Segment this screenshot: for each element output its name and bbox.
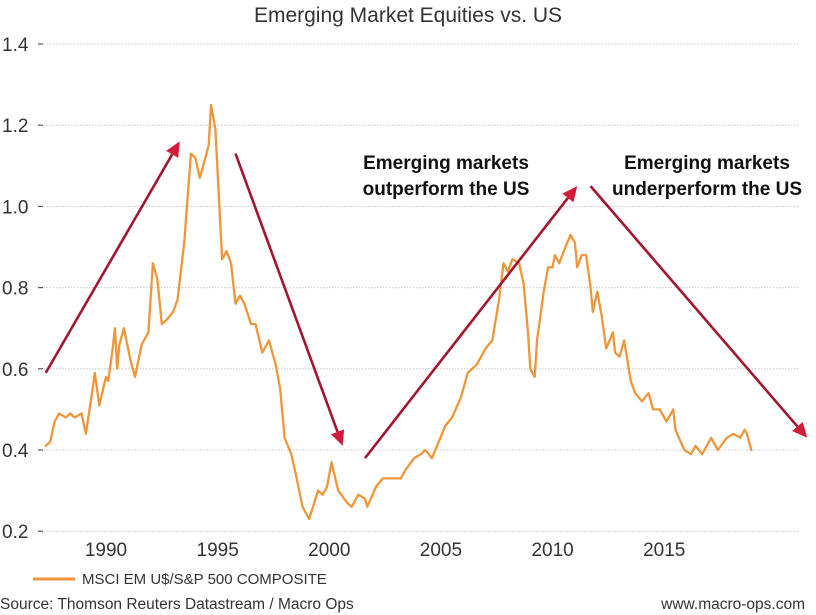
trend-arrow-down [234, 153, 345, 446]
trend-arrow-up [364, 186, 578, 459]
y-tick-label: 0.4 [2, 441, 29, 462]
annotation-underperform-line1: Emerging markets [624, 153, 790, 174]
arrow-head [792, 421, 808, 438]
y-tick-label: 0.6 [2, 360, 28, 381]
arrow-shaft [234, 153, 339, 433]
gridlines [44, 43, 798, 532]
annotation-outperform-line1: Emerging markets [363, 153, 529, 174]
legend-label: MSCI EM U$/S&P 500 COMPOSITE [82, 571, 327, 588]
y-axis: 1.4 1.2 1.0 0.8 0.6 0.4 0.2 [2, 35, 43, 543]
y-tick-label: 1.4 [2, 35, 29, 56]
x-tick-label: 2010 [531, 540, 573, 561]
x-tick-label: 2000 [308, 540, 350, 561]
arrow-shaft [589, 185, 799, 428]
x-tick-label: 2015 [643, 540, 685, 561]
annotation-outperform: Emerging markets outperform the US [363, 153, 530, 200]
chart-title: Emerging Market Equities vs. US [254, 4, 562, 27]
x-tick-label: 2005 [420, 540, 462, 561]
arrow-shaft [44, 153, 174, 374]
source-note: Source: Thomson Reuters Datastream / Mac… [0, 596, 354, 613]
legend: MSCI EM U$/S&P 500 COMPOSITE [33, 571, 327, 588]
y-tick-label: 0.2 [2, 522, 28, 543]
trend-arrow-up [44, 141, 180, 374]
y-tick-label: 1.2 [2, 116, 28, 137]
x-tick-label: 1990 [85, 540, 127, 561]
series-line [44, 103, 753, 521]
arrow-head [562, 186, 578, 203]
arrow-head [331, 429, 345, 446]
series-layer [44, 103, 753, 521]
annotation-outperform-line2: outperform the US [363, 179, 530, 200]
x-axis: 1990 1995 2000 2005 2010 2015 [85, 540, 686, 561]
y-tick-label: 0.8 [2, 279, 28, 300]
trend-arrow-down [589, 185, 808, 438]
arrow-head [166, 141, 180, 158]
website-link[interactable]: www.macro-ops.com [660, 596, 805, 613]
x-tick-label: 1995 [197, 540, 239, 561]
y-tick-label: 1.0 [2, 197, 28, 218]
trend-arrows [44, 141, 808, 459]
arrow-shaft [364, 197, 569, 459]
annotation-underperform-line2: underperform the US [612, 179, 802, 200]
annotation-underperform: Emerging markets underperform the US [612, 153, 802, 200]
